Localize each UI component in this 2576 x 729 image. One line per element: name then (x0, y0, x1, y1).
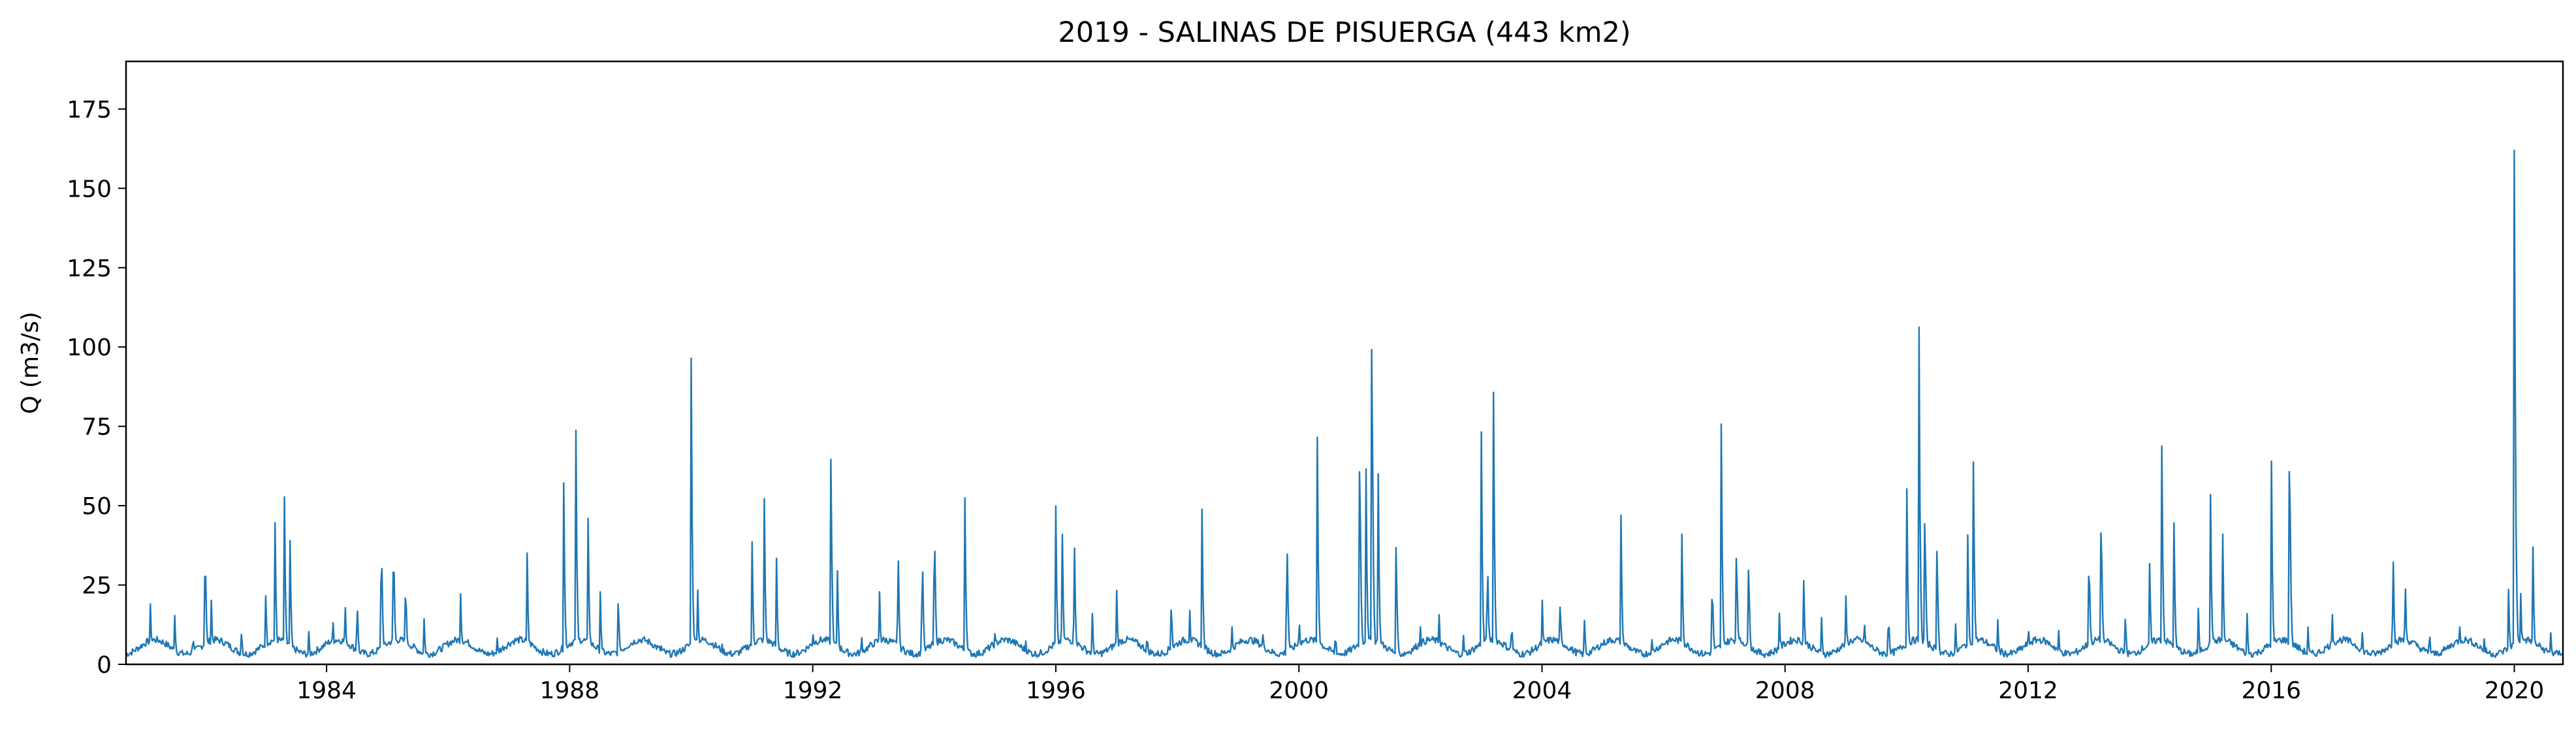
y-tick-label: 50 (82, 493, 112, 520)
series-layer (125, 150, 2564, 658)
plot-frame (125, 60, 2564, 666)
axes-layer: 1984 1988 1992 1996 2000 2004 2008 2012 2016 2020… (67, 97, 2544, 704)
y-tick-label: 100 (67, 334, 112, 361)
series-line-0 (125, 150, 2564, 658)
x-tick-label: 1992 (783, 677, 843, 704)
chart-title: 2019 - SALINAS DE PISUERGA (443 km2) (1058, 16, 1630, 49)
x-tick-label: 2008 (1755, 677, 1815, 704)
y-tick-label: 75 (82, 414, 112, 441)
y-tick-label: 150 (67, 176, 112, 202)
y-tick-label: 175 (67, 97, 112, 123)
y-axis-title: Q (m3/s) (17, 312, 44, 414)
x-tick-label: 2000 (1269, 677, 1329, 704)
x-tick-label: 1996 (1026, 677, 1086, 704)
x-tick-label: 2012 (1998, 677, 2058, 704)
x-tick-label: 1988 (540, 677, 600, 704)
y-tick-label: 125 (67, 255, 112, 282)
x-tick-label: 2016 (2241, 677, 2301, 704)
x-tick-label: 2020 (2485, 677, 2545, 704)
y-tick-label: 25 (82, 573, 112, 600)
x-tick-label: 2004 (1512, 677, 1572, 704)
y-tick-label: 0 (97, 652, 112, 679)
x-tick-label: 1984 (296, 677, 357, 704)
